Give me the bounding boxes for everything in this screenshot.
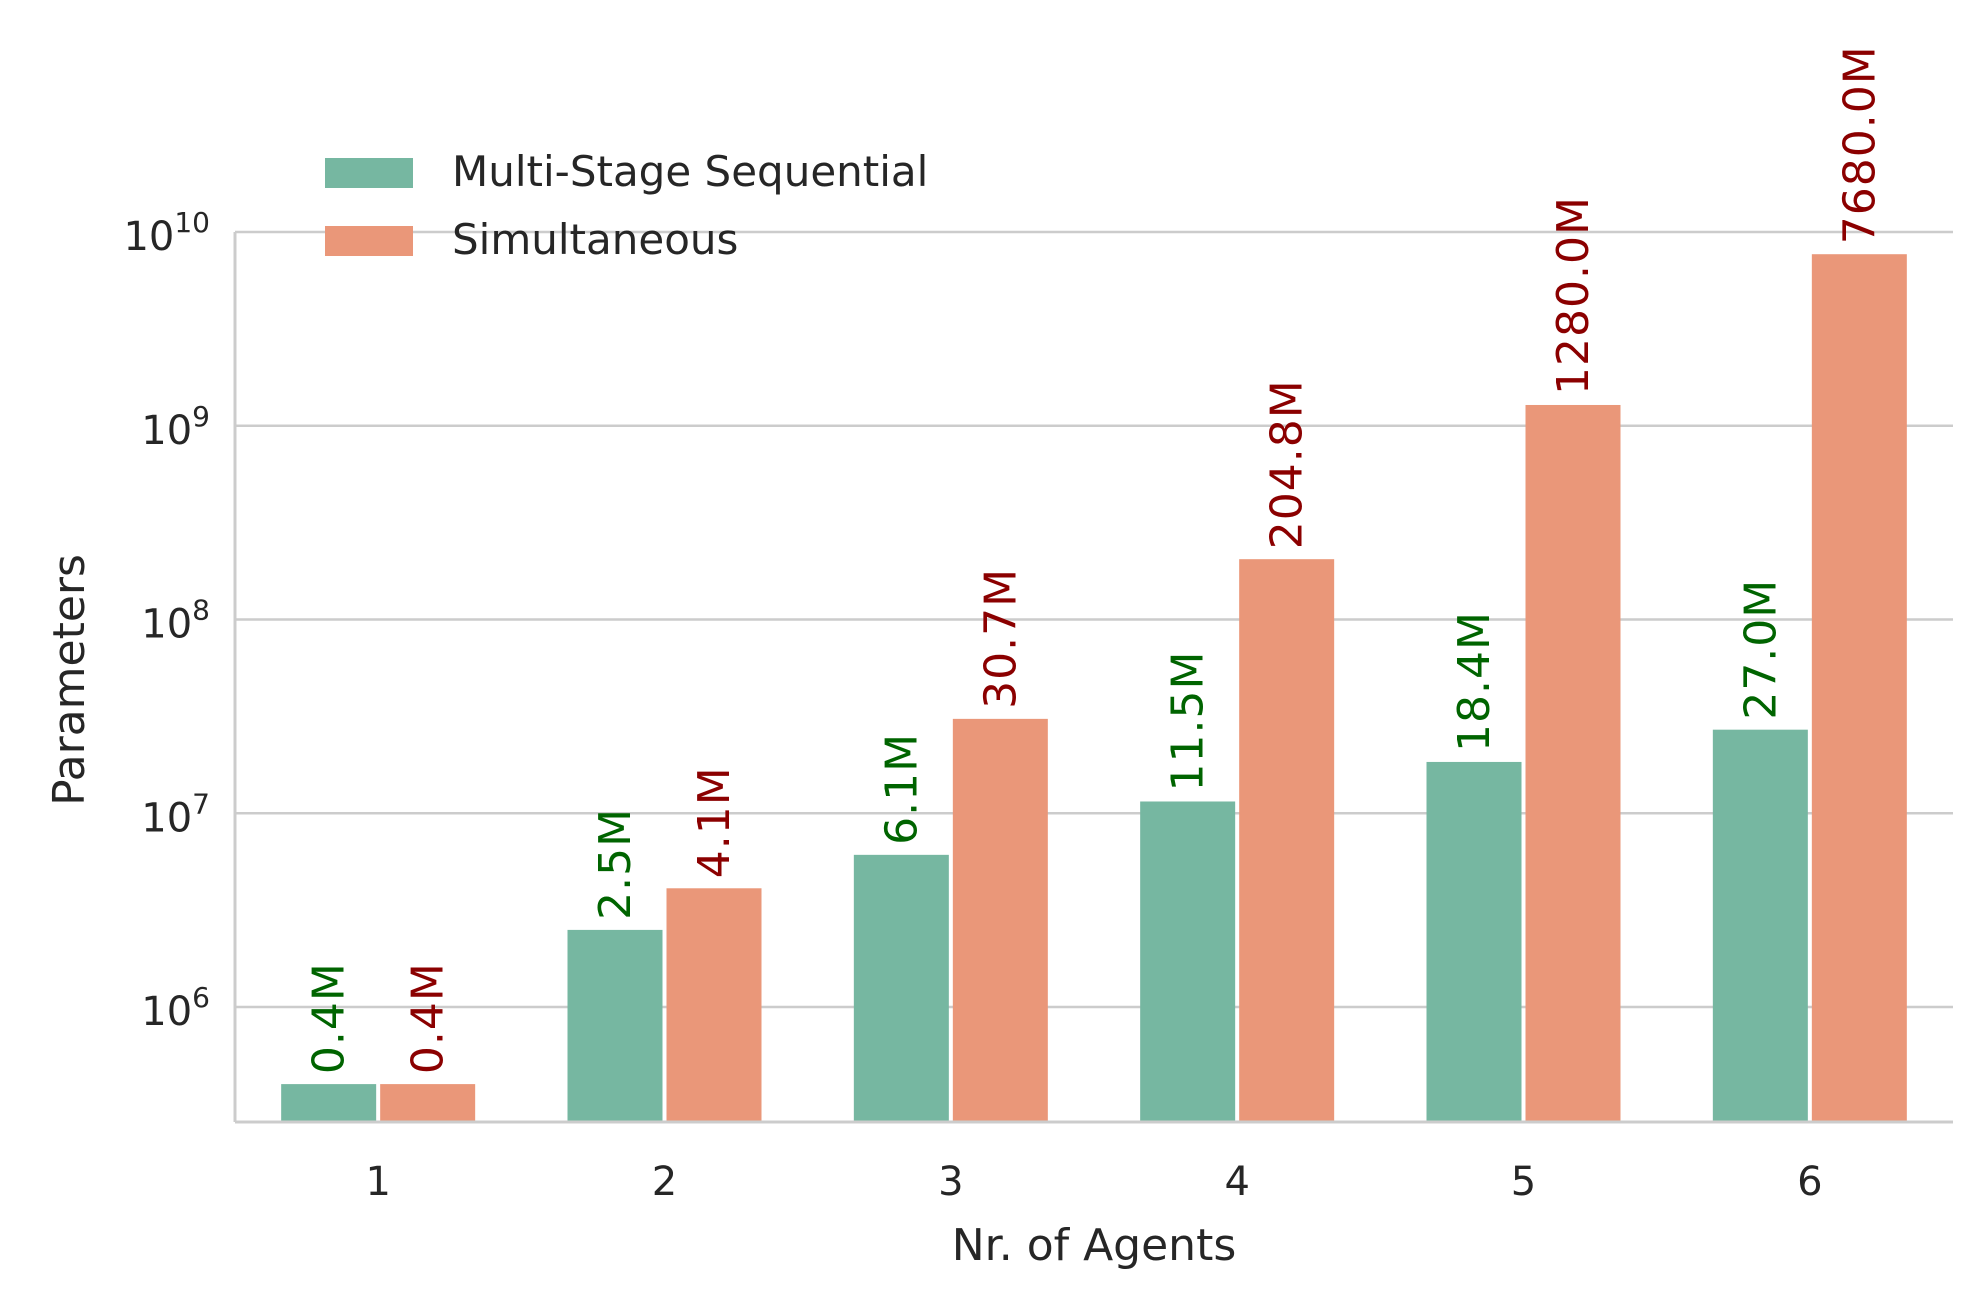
y-tick-base: 10: [141, 602, 192, 648]
bar-value-label: 18.4M: [1449, 611, 1500, 752]
bar-simultaneous-3: [952, 718, 1048, 1122]
x-tick-label-6: 6: [1797, 1159, 1822, 1205]
bar-simultaneous-2: [666, 888, 762, 1122]
y-tick-base: 10: [141, 989, 192, 1035]
bar-sequential-1: [281, 1084, 377, 1122]
x-tick-label-2: 2: [652, 1159, 677, 1205]
bar-value-label: 7680.0M: [1834, 45, 1885, 244]
bar-sequential-5: [1426, 761, 1522, 1122]
legend: Multi-Stage Sequential Simultaneous: [325, 147, 928, 264]
bar-value-label: 30.7M: [975, 568, 1026, 709]
x-tick-label-3: 3: [938, 1159, 963, 1205]
y-tick-base: 10: [123, 214, 174, 260]
y-tick-label-1: 107: [141, 787, 210, 841]
bar-value-label: 2.5M: [590, 808, 641, 920]
legend-swatch-simultaneous: [325, 226, 413, 256]
bar-sequential-4: [1140, 801, 1236, 1122]
axes: [233, 232, 1953, 1124]
bar-simultaneous-4: [1239, 559, 1335, 1122]
bar-simultaneous-6: [1811, 254, 1907, 1123]
y-tick-exponent: 10: [174, 206, 210, 239]
bar-value-label: 0.4M: [304, 962, 355, 1074]
bar-sequential-6: [1712, 729, 1808, 1122]
bar-labels: 0.4M 0.4M 2.5M 4.1M 6.1M 30.7M 11.5M 204.8M 18.4…: [304, 45, 1886, 1074]
x-axis-title: Nr. of Agents: [952, 1220, 1237, 1271]
y-tick-base: 10: [141, 795, 192, 841]
bar-value-label: 1280.0M: [1548, 196, 1599, 395]
legend-label-sequential: Multi-Stage Sequential: [452, 147, 928, 196]
y-axis-title: Parameters: [44, 554, 95, 806]
y-tick-exponent: 9: [192, 400, 210, 433]
bar-value-label: 27.0M: [1735, 579, 1786, 720]
x-tick-labels: 1 2 3 4 5 6: [365, 1159, 1822, 1205]
y-tick-label-0: 106: [141, 981, 210, 1035]
y-tick-exponent: 8: [192, 594, 210, 627]
bar-sequential-2: [567, 929, 663, 1122]
bar-value-label: 6.1M: [876, 733, 927, 845]
x-tick-label-5: 5: [1511, 1159, 1536, 1205]
y-tick-label-2: 108: [141, 594, 210, 648]
legend-swatch-sequential: [325, 158, 413, 188]
legend-label-simultaneous: Simultaneous: [452, 215, 738, 264]
bar-simultaneous-5: [1525, 404, 1621, 1123]
x-tick-label-1: 1: [365, 1159, 390, 1205]
bar-value-label: 11.5M: [1163, 651, 1214, 792]
y-tick-exponent: 7: [192, 787, 210, 820]
y-tick-base: 10: [141, 408, 192, 454]
x-tick-label-4: 4: [1224, 1159, 1249, 1205]
y-tick-exponent: 6: [192, 981, 210, 1014]
bar-value-label: 4.1M: [689, 766, 740, 878]
gridlines: [235, 230, 1953, 1009]
y-tick-label-4: 1010: [123, 206, 210, 260]
bars: [281, 254, 1907, 1123]
bar-simultaneous-1: [380, 1084, 476, 1122]
y-tick-label-3: 109: [141, 400, 210, 454]
bar-value-label: 204.8M: [1262, 379, 1313, 549]
bar-sequential-3: [853, 854, 949, 1122]
bar-value-label: 0.4M: [403, 962, 454, 1074]
